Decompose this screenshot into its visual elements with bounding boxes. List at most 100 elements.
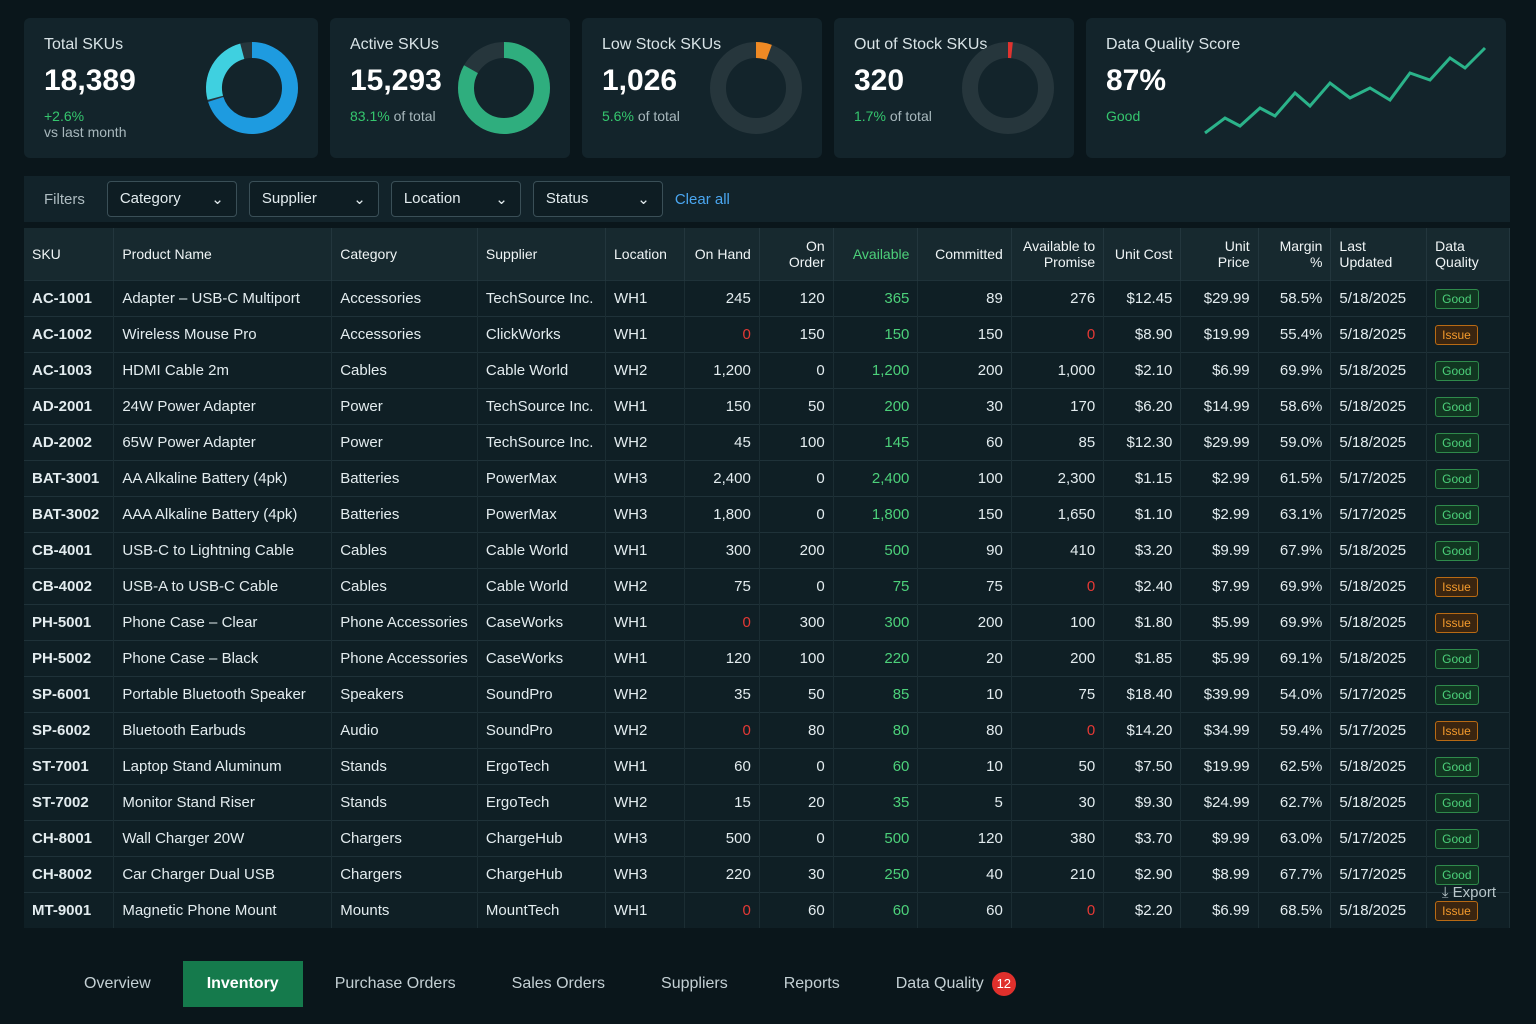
table-cell: ErgoTech <box>477 784 607 821</box>
nav-tab[interactable]: Data Quality 12 <box>872 958 1040 1010</box>
table-cell: $1.80 <box>1103 604 1182 641</box>
column-header: Unit Cost <box>1103 228 1182 281</box>
table-cell: 24W Power Adapter <box>113 388 333 425</box>
quality-badge: Good <box>1435 361 1479 381</box>
kpi-card: Low Stock SKUs 1,026 5.6% of total <box>582 18 822 158</box>
cell-text: 50 <box>1078 758 1096 775</box>
table-cell: 145 <box>833 424 919 461</box>
cell-text: Stands <box>340 794 387 811</box>
nav-tab[interactable]: Overview <box>60 961 175 1007</box>
table-row: AC-1002 Wireless Mouse Pro Accessories Clic… <box>24 316 1510 353</box>
table-cell: 54.0% <box>1258 676 1332 713</box>
table-cell: 150 <box>759 316 834 353</box>
cell-text: ErgoTech <box>485 758 550 775</box>
nav-tab[interactable]: Suppliers <box>637 961 752 1007</box>
cell-text: 5/18/2025 <box>1339 758 1407 775</box>
quality-badge: Good <box>1435 649 1479 669</box>
cell-text: CH-8001 <box>32 830 93 847</box>
quality-badge: Good <box>1435 505 1479 525</box>
cell-text: 150 <box>977 506 1003 523</box>
column-header: Data Quality <box>1426 228 1510 281</box>
table-cell: Cable World <box>477 532 607 569</box>
cell-text: 5/18/2025 <box>1339 398 1407 415</box>
table-cell: WH2 <box>605 712 686 749</box>
table-cell: $1.10 <box>1103 496 1182 533</box>
kpi-title: Out of Stock SKUs <box>854 36 988 53</box>
cell-text: 10 <box>986 758 1003 775</box>
table-cell: PH-5001 <box>24 604 115 641</box>
kpi-title: Low Stock SKUs <box>602 36 722 53</box>
kpi-note: vs last month <box>44 124 127 140</box>
nav-tab[interactable]: Reports <box>760 961 864 1007</box>
cell-text: 100 <box>799 434 825 451</box>
table-cell: 0 <box>759 352 834 389</box>
nav-tab[interactable]: Inventory <box>182 961 303 1007</box>
table-cell: 200 <box>759 532 834 569</box>
cell-text: 0 <box>742 614 751 631</box>
kpi-card: Total SKUs 18,389 +2.6% vs last month <box>24 18 318 158</box>
filter-dropdown[interactable]: Supplier ⌄ <box>248 181 379 217</box>
export-button[interactable]: ⤓ Export <box>1441 884 1496 901</box>
filter-dropdown[interactable]: Status ⌄ <box>532 181 663 217</box>
cell-text: $7.50 <box>1134 758 1173 775</box>
cell-text: 0 <box>1086 722 1096 739</box>
table-cell: 5/18/2025 <box>1330 640 1428 677</box>
table-cell: 100 <box>759 424 834 461</box>
clear-all[interactable]: Clear all <box>674 190 730 208</box>
cell-text: 200 <box>1070 650 1096 667</box>
cell-text: 5/17/2025 <box>1339 722 1407 739</box>
table-cell: Portable Bluetooth Speaker <box>113 676 333 713</box>
cell-text: 5/18/2025 <box>1339 794 1407 811</box>
kpi-title: Data Quality Score <box>1106 36 1241 53</box>
table-cell: Cables <box>331 352 478 389</box>
table-cell: AC-1001 <box>24 280 115 317</box>
cell-text: 5/18/2025 <box>1339 542 1407 559</box>
table-row: AC-1003 HDMI Cable 2m Cables Cable World WH2… <box>24 352 1510 389</box>
table-cell: 67.7% <box>1258 856 1332 893</box>
table-cell: 120 <box>684 640 760 677</box>
cell-text: $34.99 <box>1203 722 1250 739</box>
cell-text: $19.99 <box>1203 326 1250 343</box>
table-cell: 50 <box>759 676 834 713</box>
table-cell: 200 <box>917 352 1012 389</box>
table-cell: 5/18/2025 <box>1330 280 1428 317</box>
cell-text: $29.99 <box>1203 434 1250 451</box>
cell-text: 63.0% <box>1279 830 1323 847</box>
table-cell: $6.99 <box>1180 892 1259 928</box>
cell-text: Phone Accessories <box>340 614 468 631</box>
cell-text: MountTech <box>485 902 560 919</box>
column-header: Unit Price <box>1180 228 1259 281</box>
cell-text: 5 <box>994 794 1003 811</box>
cell-text: $3.20 <box>1134 542 1173 559</box>
cell-text: 85 <box>1078 434 1096 451</box>
table-cell: Accessories <box>331 316 478 353</box>
table-cell: SoundPro <box>477 676 607 713</box>
table-cell: 55.4% <box>1258 316 1332 353</box>
table-cell: 220 <box>684 856 760 893</box>
table-cell: $7.99 <box>1180 568 1259 605</box>
nav-tab[interactable]: Sales Orders <box>488 961 629 1007</box>
table-row: SP-6002 Bluetooth Earbuds Audio SoundPro WH2… <box>24 712 1510 749</box>
quality-badge: Issue <box>1435 613 1478 633</box>
table-cell: 90 <box>917 532 1012 569</box>
cell-text: 5/17/2025 <box>1339 830 1407 847</box>
filter-dropdown[interactable]: Category ⌄ <box>106 181 237 217</box>
table-cell: MountTech <box>477 892 607 928</box>
cell-text: Phone Case – Clear <box>122 614 258 631</box>
cell-text: WH3 <box>614 470 648 487</box>
table-cell: 200 <box>1011 640 1105 677</box>
cell-text: Cables <box>340 578 387 595</box>
filter-dropdown[interactable]: Location ⌄ <box>390 181 521 217</box>
cell-text: Wall Charger 20W <box>122 830 245 847</box>
table-cell: 61.5% <box>1258 460 1332 497</box>
nav-tab[interactable]: Purchase Orders <box>311 961 480 1007</box>
table-cell: Bluetooth Earbuds <box>113 712 333 749</box>
filter-bar: Filters Category ⌄ Supplier ⌄ Location ⌄ Statu… <box>24 176 1510 222</box>
cell-text: Accessories <box>340 326 422 343</box>
table-cell: 10 <box>917 748 1012 785</box>
kpi-share: 83.1% <box>350 108 390 124</box>
cell-text: MT-9001 <box>32 902 92 919</box>
table-row: CH-8001 Wall Charger 20W Chargers ChargeHub… <box>24 820 1510 857</box>
table-cell: WH3 <box>605 496 686 533</box>
